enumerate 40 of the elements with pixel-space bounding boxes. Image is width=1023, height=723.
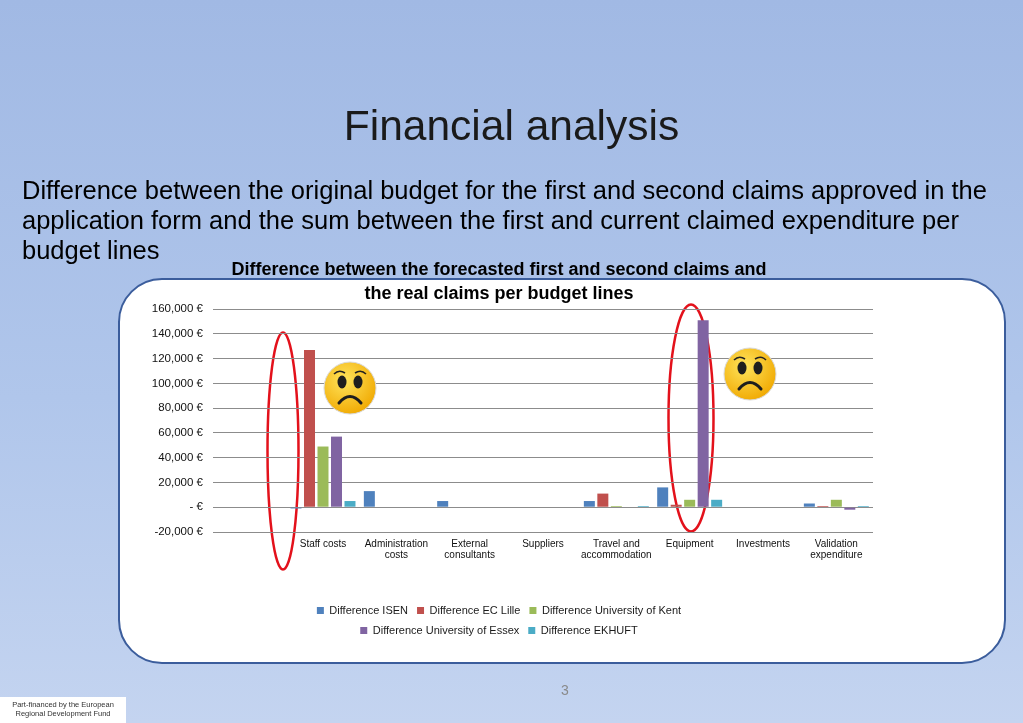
bar bbox=[697, 320, 709, 507]
x-tick-label: Staff costs bbox=[299, 537, 347, 549]
bar bbox=[317, 446, 329, 507]
x-tick-label: Validation expenditure bbox=[810, 537, 863, 560]
bar bbox=[344, 501, 356, 507]
bar bbox=[597, 493, 609, 507]
bar bbox=[684, 499, 696, 507]
x-tick-label: External consultants bbox=[444, 537, 495, 560]
bar bbox=[803, 503, 815, 507]
x-tick-label: Suppliers bbox=[522, 537, 564, 549]
bar bbox=[711, 499, 723, 507]
y-tick-label: 20,000 € bbox=[158, 475, 204, 488]
chart-title: Difference between the forecasted first and second claims and the real claims per budget lines bbox=[231, 258, 767, 303]
y-tick-label: 140,000 € bbox=[151, 326, 204, 339]
y-tick-label: 160,000 € bbox=[151, 302, 204, 315]
legend-label: Difference University of Essex bbox=[372, 623, 520, 636]
bar bbox=[363, 491, 375, 507]
text: 3 bbox=[560, 681, 570, 699]
y-tick-label: 80,000 € bbox=[158, 401, 204, 414]
bar bbox=[331, 436, 342, 507]
y-tick-label: 100,000 € bbox=[151, 376, 204, 389]
legend-label: Difference EC Lille bbox=[429, 603, 521, 616]
bar bbox=[304, 349, 316, 507]
y-tick-label: 40,000 € bbox=[158, 450, 204, 463]
x-tick-label: Administration costs bbox=[364, 537, 429, 560]
x-tick-label: Travel and accommodation bbox=[581, 537, 652, 560]
y-tick-label: -20,000 € bbox=[154, 525, 204, 538]
bar bbox=[583, 501, 595, 507]
y-tick-label: 120,000 € bbox=[151, 351, 204, 364]
bar bbox=[830, 499, 842, 507]
legend-label: Difference ISEN bbox=[329, 603, 409, 616]
text: Financial analysis bbox=[342, 102, 681, 150]
bar bbox=[657, 487, 669, 507]
y-tick-label: - € bbox=[189, 500, 204, 513]
legend-label: Difference EKHUFT bbox=[540, 623, 639, 636]
x-tick-label: Equipment bbox=[665, 537, 714, 549]
bar bbox=[437, 501, 449, 507]
x-tick-label: Investments bbox=[736, 537, 790, 549]
y-tick-label: 60,000 € bbox=[158, 426, 204, 439]
legend-label: Difference University of Kent bbox=[541, 603, 682, 616]
